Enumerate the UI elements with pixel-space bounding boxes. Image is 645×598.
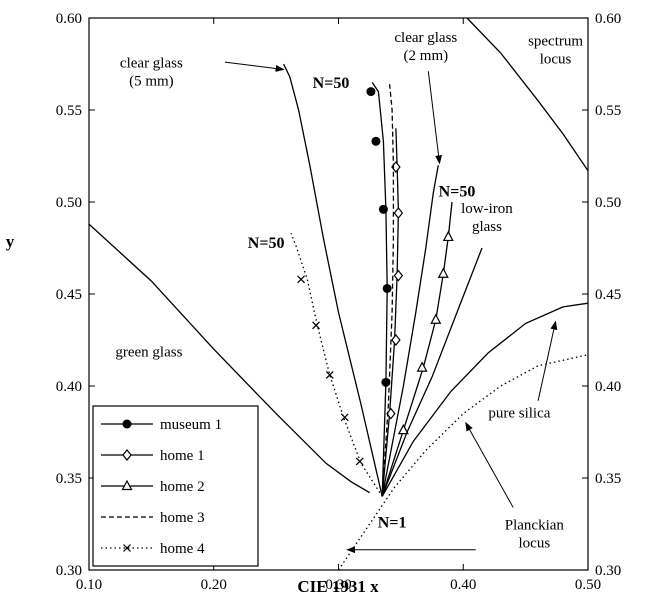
annotation-arrow-1 <box>427 71 443 165</box>
annotation-5: pure silica <box>488 405 550 421</box>
series-1-marker <box>393 269 404 282</box>
series-line-3 <box>381 84 395 497</box>
annotation-2: spectrum locus <box>528 34 583 68</box>
x-tick-label: 0.20 <box>201 577 227 593</box>
series-line-5 <box>283 63 383 497</box>
series-4-marker <box>297 275 305 284</box>
annotation-10: N=50 <box>248 235 285 252</box>
legend: museum 1 home 1 home 2 home 3 home 4 <box>92 405 259 567</box>
legend-marker <box>123 544 131 552</box>
series-2-marker <box>397 423 409 435</box>
annotation-3: low-iron glass <box>461 201 513 235</box>
series-2-marker <box>430 313 442 324</box>
series-1-marker <box>393 207 404 220</box>
series-2-marker <box>437 267 449 278</box>
y-tick-label-right: 0.40 <box>595 379 621 395</box>
series-layer <box>88 17 589 571</box>
series-0-marker <box>366 87 376 97</box>
legend-marker <box>122 449 132 461</box>
series-0-marker <box>381 377 391 387</box>
y-axis-label: y <box>6 232 15 251</box>
series-line-6 <box>381 165 439 497</box>
series-0-marker <box>378 204 388 214</box>
series-line-8 <box>88 223 371 494</box>
series-1-marker <box>391 334 401 346</box>
y-tick-label-right: 0.50 <box>595 195 621 211</box>
y-tick-label: 0.60 <box>56 11 82 27</box>
annotations-layer: clear glass (5 mm) clear glass (2 mm) spectr… <box>115 30 583 554</box>
annotation-4: green glass <box>115 345 182 361</box>
series-4-marker <box>340 413 349 422</box>
x-tick-label: 0.40 <box>450 577 476 593</box>
annotation-9: N=50 <box>439 183 476 200</box>
x-tick-label: 0.30 <box>325 577 351 593</box>
axis-ticks: 0.10 0.20 0.30 0.40 0.500.30 0.300.35 0.350.40… <box>56 11 622 593</box>
y-tick-label-right: 0.45 <box>595 287 621 303</box>
annotation-6: Planckian locus <box>505 518 565 552</box>
series-4-marker <box>355 457 364 466</box>
series-line-10 <box>337 354 589 571</box>
annotation-arrow-0 <box>224 61 285 72</box>
legend-label: museum 1 <box>160 417 222 433</box>
legend-marker <box>121 479 133 491</box>
x-tick-label: 0.50 <box>575 577 601 593</box>
legend-label: home 3 <box>160 510 205 526</box>
x-axis-label: CIE 1931 x <box>297 577 379 596</box>
y-tick-label: 0.45 <box>56 287 82 303</box>
series-line-11 <box>466 17 589 172</box>
legend-label: home 2 <box>160 479 205 495</box>
annotation-arrow-6 <box>465 421 514 508</box>
y-tick-label: 0.50 <box>56 195 82 211</box>
series-2-marker <box>442 230 454 242</box>
series-4-marker <box>325 371 334 379</box>
y-tick-label-right: 0.35 <box>595 471 621 487</box>
y-tick-label: 0.40 <box>56 379 82 395</box>
annotation-1: clear glass (2 mm) <box>394 30 457 64</box>
y-tick-label-right: 0.55 <box>595 103 621 119</box>
annotation-11: N=1 <box>378 515 407 532</box>
series-0-marker <box>371 136 381 146</box>
legend-label: home 1 <box>160 448 205 464</box>
annotation-8: N=50 <box>313 75 350 92</box>
series-line-4 <box>290 233 383 497</box>
y-tick-label: 0.35 <box>56 471 82 487</box>
y-tick-label-right: 0.30 <box>595 563 621 579</box>
x-tick-label: 0.10 <box>76 577 102 593</box>
annotation-0: clear glass (5 mm) <box>120 56 183 90</box>
y-tick-label-right: 0.60 <box>595 11 621 27</box>
y-tick-label: 0.55 <box>56 103 82 119</box>
legend-label: home 4 <box>160 541 205 557</box>
series-line-7 <box>381 247 483 497</box>
series-line-9 <box>381 302 589 497</box>
series-2-marker <box>416 361 428 372</box>
annotation-arrow-5 <box>537 320 558 401</box>
series-4-marker <box>312 321 320 330</box>
y-tick-label: 0.30 <box>56 563 82 579</box>
legend-marker <box>122 419 132 429</box>
series-0-marker <box>382 283 392 293</box>
